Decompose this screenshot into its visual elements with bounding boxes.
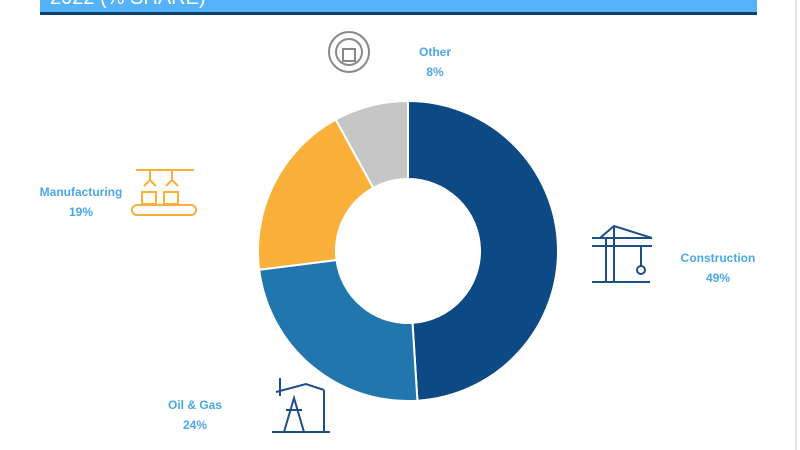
value-label: 24% <box>182 418 208 432</box>
value-label: 49% <box>705 271 731 285</box>
slice-construction <box>407 99 559 402</box>
slice-oil-gas <box>258 258 419 402</box>
category-label: Oil & Gas <box>167 398 223 412</box>
label-manufacturing: Manufacturing 19% <box>26 182 136 222</box>
category-label: Manufacturing <box>39 185 123 199</box>
slice-other <box>334 99 409 190</box>
value-label: 19% <box>68 205 94 219</box>
divider <box>795 0 797 450</box>
category-label: Construction <box>680 251 756 265</box>
category-label: Other <box>418 45 451 59</box>
slice-manufacturing <box>257 118 375 271</box>
crane-icon <box>592 224 653 283</box>
gear-icon <box>328 31 370 73</box>
oil-pump-icon <box>272 378 330 433</box>
label-construction: Construction 49% <box>663 248 773 288</box>
label-other: Other 8% <box>400 42 470 82</box>
value-label: 8% <box>426 65 444 79</box>
header-bar: 2022 (% SHARE) <box>40 0 757 15</box>
label-oil-gas: Oil & Gas 24% <box>150 395 240 435</box>
assembly-line-icon <box>131 169 197 216</box>
chart-title: 2022 (% SHARE) <box>50 0 206 10</box>
